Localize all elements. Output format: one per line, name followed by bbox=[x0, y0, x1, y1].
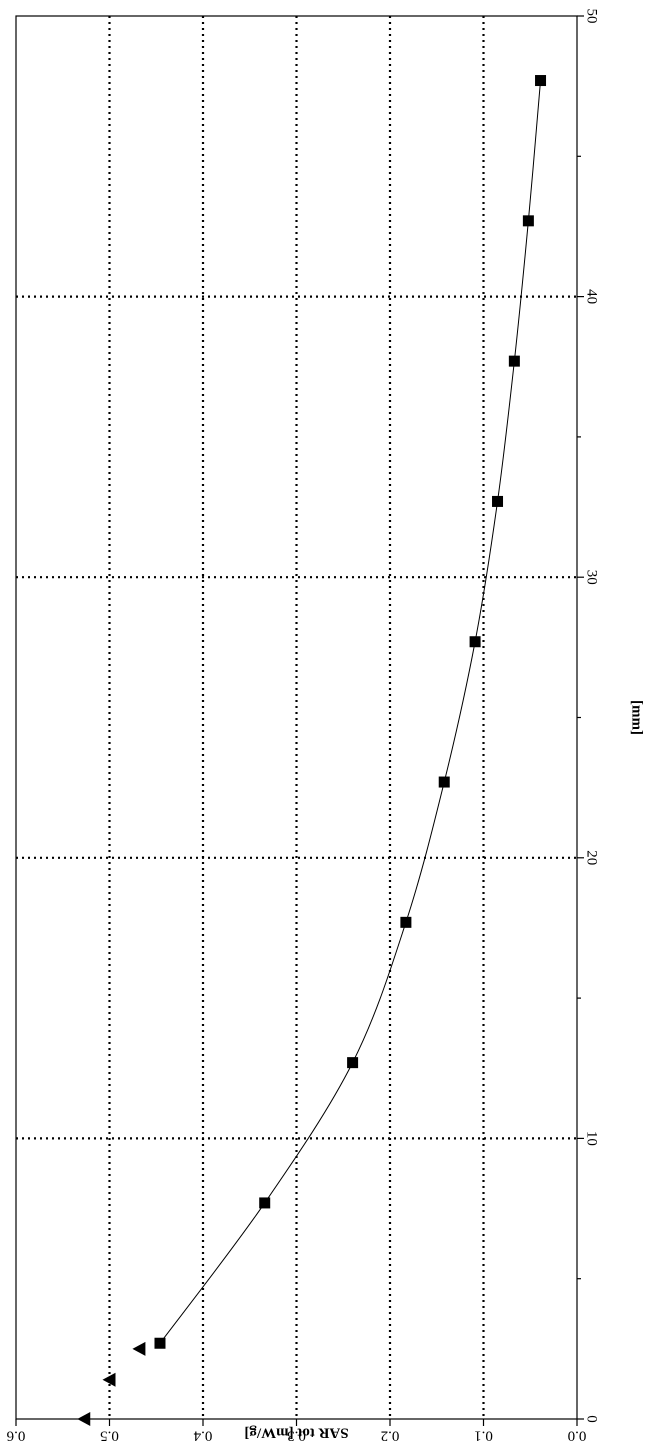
tick-label-y-0.1: 0.1 bbox=[474, 1428, 493, 1441]
point-square-5 bbox=[469, 636, 481, 648]
tick-labels: 0 10 20 30 40 50 0.0 0.1 0.2 0.3 0.4 0.5 0.6 bbox=[6, 9, 599, 1441]
tick-label-y-0.4: 0.4 bbox=[193, 1428, 212, 1441]
point-triangle-1 bbox=[102, 1372, 116, 1387]
series-square-fit-line bbox=[159, 80, 542, 1344]
point-square-8 bbox=[522, 215, 534, 227]
data-markers bbox=[77, 75, 547, 1426]
axis-ticks bbox=[15, 15, 584, 1426]
point-triangle-2 bbox=[132, 1341, 146, 1356]
point-square-2 bbox=[347, 1057, 359, 1069]
point-square-1 bbox=[259, 1197, 271, 1209]
tick-label-x-50: 50 bbox=[584, 9, 600, 24]
point-square-3 bbox=[400, 916, 412, 928]
point-square-7 bbox=[508, 355, 520, 367]
tick-label-x-10: 10 bbox=[584, 1131, 600, 1146]
grid-lines bbox=[16, 16, 577, 1419]
tick-label-y-0.2: 0.2 bbox=[381, 1428, 400, 1441]
tick-label-y-0.5: 0.5 bbox=[100, 1428, 119, 1441]
tick-label-y-0.0: 0.0 bbox=[568, 1428, 587, 1441]
y-axis-title: SAR tot [mW/g] bbox=[244, 1425, 348, 1441]
x-axis-title: [mm] bbox=[629, 700, 645, 735]
tick-label-x-30: 30 bbox=[584, 570, 600, 585]
tick-label-y-0.6: 0.6 bbox=[6, 1428, 25, 1441]
point-triangle-0 bbox=[77, 1412, 91, 1426]
point-square-4 bbox=[438, 776, 450, 788]
point-square-9 bbox=[535, 75, 547, 87]
point-square-0 bbox=[154, 1337, 166, 1349]
tick-label-y-0.3: 0.3 bbox=[287, 1428, 306, 1441]
point-square-6 bbox=[492, 495, 504, 507]
tick-label-x-20: 20 bbox=[584, 850, 600, 865]
tick-label-x-40: 40 bbox=[584, 289, 600, 304]
tick-label-x-0: 0 bbox=[584, 1415, 600, 1423]
